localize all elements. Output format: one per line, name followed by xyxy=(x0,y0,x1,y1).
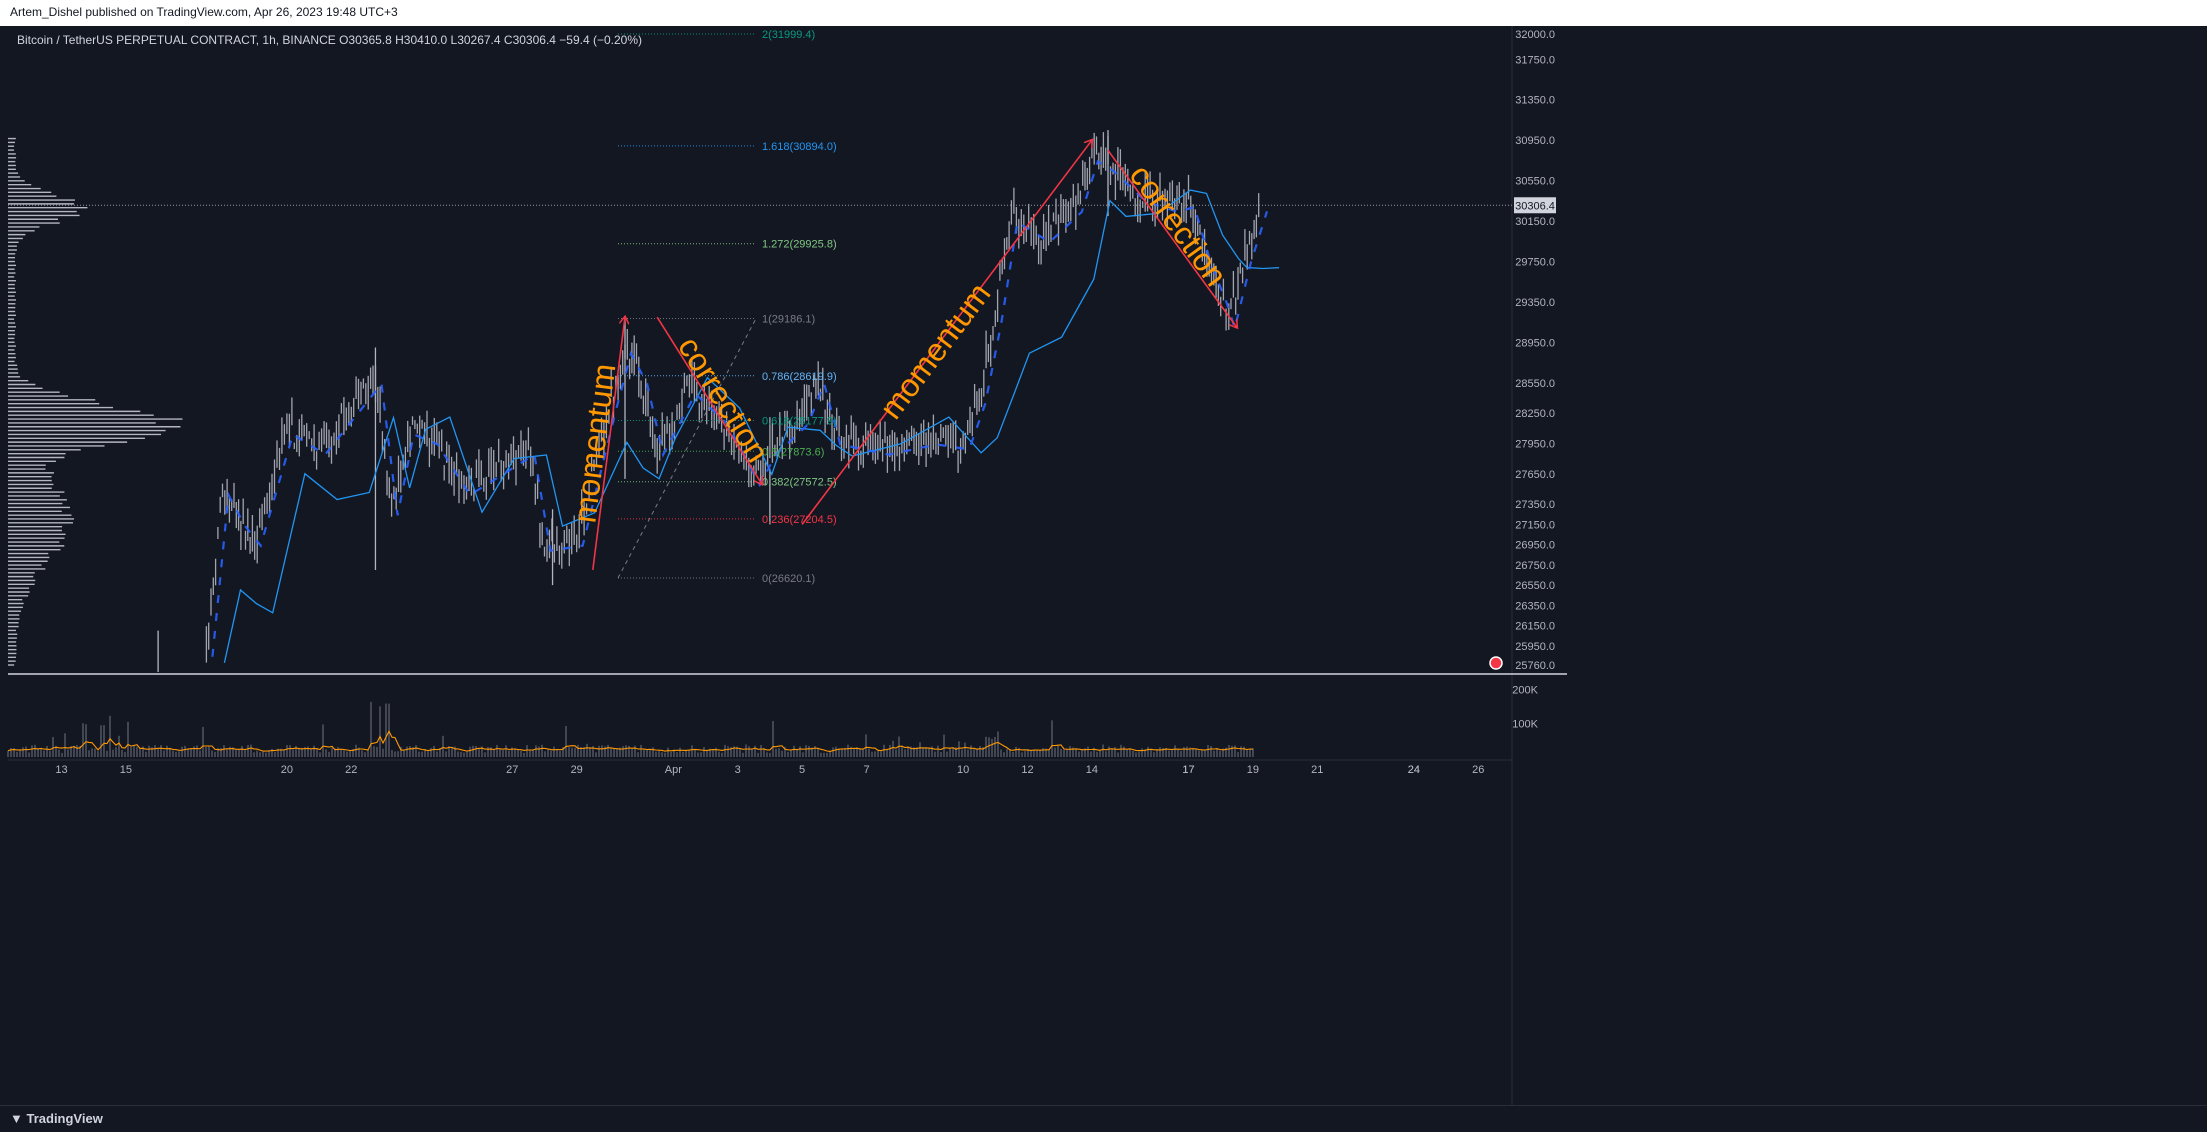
time-tick-label: 21 xyxy=(1311,764,1323,776)
price-axis: 32000.0 31750.0 31350.0 30950.0 30550.0 30150… xyxy=(1514,29,1556,672)
fib-level-label: 1.272(29925.8) xyxy=(762,239,837,251)
footer-bar: ▼ TradingView xyxy=(0,1105,2207,1132)
price-tick-label: 31350.0 xyxy=(1515,95,1555,107)
price-tick-label: 26550.0 xyxy=(1515,580,1555,592)
price-tick-label: 26950.0 xyxy=(1515,540,1555,552)
volume-ma-line xyxy=(7,729,1254,752)
price-tick-label: 29350.0 xyxy=(1515,297,1555,309)
chart-canvas[interactable]: 2(31999.4) 1.618(30894.0) 1.272(29925.8) 1(… xyxy=(0,26,2207,1105)
fib-level-label: 0.5(27873.6) xyxy=(762,446,824,458)
price-tick-label: 25950.0 xyxy=(1515,641,1555,653)
annotation-label: correction xyxy=(1123,158,1235,293)
time-tick-label: 12 xyxy=(1021,764,1033,776)
price-tick-label: 31750.0 xyxy=(1515,54,1555,66)
price-tick-label: 30150.0 xyxy=(1515,216,1555,228)
tv-logo-icon: ▼ xyxy=(10,1111,27,1126)
time-tick-label: 10 xyxy=(957,764,969,776)
price-tick-label: 28550.0 xyxy=(1515,378,1555,390)
price-tick-label: 27650.0 xyxy=(1515,469,1555,481)
fib-level-label: 0.382(27572.5) xyxy=(762,477,837,489)
fib-level-label: 0.236(27204.5) xyxy=(762,514,837,526)
fib-level-label: 0.786(28619.9) xyxy=(762,371,837,383)
time-tick-label: 7 xyxy=(863,764,869,776)
time-tick-label: 26 xyxy=(1472,764,1484,776)
fib-level-label: 1(29186.1) xyxy=(762,314,815,326)
time-tick-label: 15 xyxy=(120,764,132,776)
price-tick-label: 30550.0 xyxy=(1515,176,1555,188)
price-tick-label: 26350.0 xyxy=(1515,600,1555,612)
event-flag-icon xyxy=(1489,656,1503,670)
price-candles xyxy=(157,130,1260,672)
time-tick-label: 3 xyxy=(735,764,741,776)
price-tick-label: 27150.0 xyxy=(1515,519,1555,531)
price-tick-label: 26750.0 xyxy=(1515,560,1555,572)
time-tick-label: 29 xyxy=(571,764,583,776)
annotation-label: momentum xyxy=(566,362,622,525)
fib-level-label: 2(31999.4) xyxy=(762,29,815,41)
time-tick-label: Apr xyxy=(665,764,682,776)
volume-tick-label: 200K xyxy=(1512,685,1538,697)
brand-text: TradingView xyxy=(26,1111,103,1126)
price-pane: 2(31999.4) 1.618(30894.0) 1.272(29925.8) 1(… xyxy=(8,29,1512,672)
chart-frame: 2(31999.4) 1.618(30894.0) 1.272(29925.8) 1(… xyxy=(0,26,2207,1105)
price-tick-label: 25760.0 xyxy=(1515,660,1555,672)
price-tick-label: 27350.0 xyxy=(1515,499,1555,511)
time-tick-label: 13 xyxy=(55,764,67,776)
volume-profile xyxy=(8,137,183,666)
time-tick-label: 19 xyxy=(1247,764,1259,776)
price-tick-label: 32000.0 xyxy=(1515,29,1555,41)
time-tick-label: 27 xyxy=(506,764,518,776)
fib-level-label: 0.618(28177.9) xyxy=(762,415,837,427)
time-tick-label: 22 xyxy=(345,764,357,776)
time-tick-label: 24 xyxy=(1408,764,1420,776)
symbol-legend: Bitcoin / TetherUS PERPETUAL CONTRACT, 1… xyxy=(17,33,643,47)
fib-trend-line xyxy=(617,318,757,579)
trend-arrow xyxy=(801,140,1092,525)
trend-arrow xyxy=(656,316,762,484)
current-price-badge xyxy=(1514,197,1556,214)
fib-level-label: 1.618(30894.0) xyxy=(762,141,837,153)
time-tick-label: 5 xyxy=(799,764,805,776)
time-tick-label: 17 xyxy=(1182,764,1194,776)
price-tick-label: 29750.0 xyxy=(1515,257,1555,269)
time-tick-label: 20 xyxy=(281,764,293,776)
price-tick-label: 26150.0 xyxy=(1515,621,1555,633)
attribution-text: Artem_Dishel published on TradingView.co… xyxy=(10,5,398,19)
fibonacci-extension: 2(31999.4) 1.618(30894.0) 1.272(29925.8) 1(… xyxy=(617,29,837,585)
tradingview-logo: ▼ TradingView xyxy=(10,1111,103,1126)
price-tick-label: 28250.0 xyxy=(1515,408,1555,420)
current-price-text: 30306.4 xyxy=(1515,200,1555,212)
moving-average-line xyxy=(223,189,1280,663)
trend-arrow xyxy=(1107,149,1237,327)
fib-level-label: 0(26620.1) xyxy=(762,573,815,585)
price-tick-label: 30950.0 xyxy=(1515,135,1555,147)
price-tick-label: 28950.0 xyxy=(1515,337,1555,349)
volume-tick-label: 100K xyxy=(1512,718,1538,730)
time-tick-label: 14 xyxy=(1086,764,1098,776)
price-tick-label: 27950.0 xyxy=(1515,439,1555,451)
time-tick-label: 17 xyxy=(1182,764,1194,776)
attribution-bar: Artem_Dishel published on TradingView.co… xyxy=(0,0,2207,26)
volume-pane: 200K 100K xyxy=(7,685,1539,757)
trend-arrow xyxy=(592,317,625,571)
time-tick-label: 24 xyxy=(1408,764,1420,776)
